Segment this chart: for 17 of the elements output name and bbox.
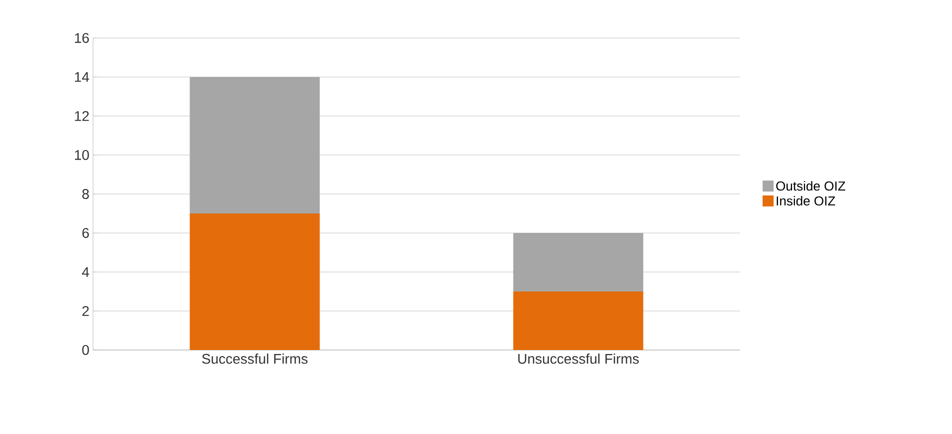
bar [190,76,320,214]
legend-label: Outside OIZ [776,181,846,191]
y-tick-label: 16 [74,33,89,43]
x-tick-label: Successful Firms [202,354,308,364]
legend-label: Inside OIZ [776,196,836,206]
bar [190,213,320,350]
y-tick-label: 2 [82,306,89,316]
x-tick-label: Unsuccessful Firms [518,354,639,364]
y-tick-label: 4 [82,267,90,277]
y-tick-label: 14 [74,72,90,82]
y-tick-label: 10 [74,150,89,160]
y-tick-label: 8 [82,189,89,199]
y-tick-label: 0 [82,345,89,355]
bar [513,232,644,292]
y-tick-label: 12 [74,111,89,121]
y-tick-label: 6 [82,228,89,238]
bar [513,292,644,350]
